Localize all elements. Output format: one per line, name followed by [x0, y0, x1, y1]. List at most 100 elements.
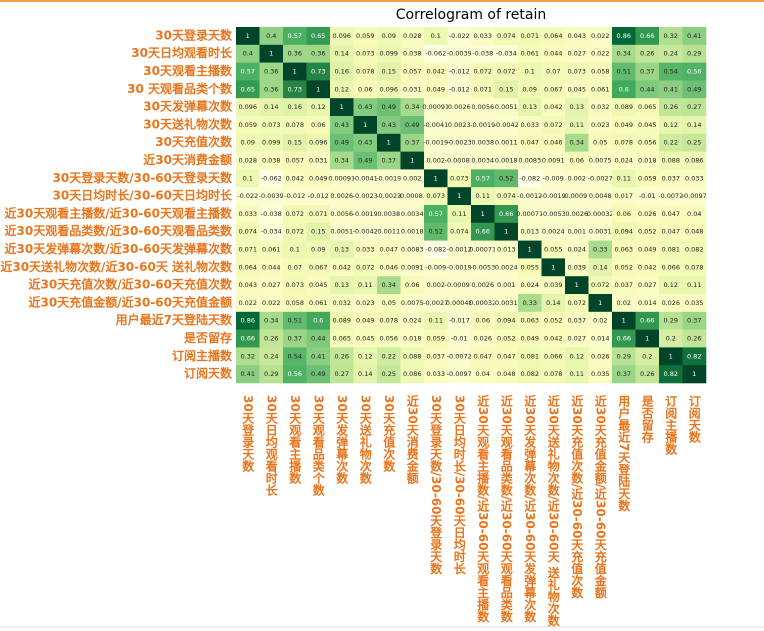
cell: [424, 133, 448, 152]
cell-label: 0.049: [614, 121, 633, 129]
cell: [541, 276, 566, 295]
cell-label: 0.035: [685, 299, 704, 307]
cell: [377, 116, 401, 135]
cell-label: 0.066: [544, 352, 563, 360]
column-label: 30天充值次数: [382, 395, 396, 472]
cell-label: -0.082: [425, 246, 446, 254]
cell: [565, 347, 589, 366]
cell: [541, 151, 566, 170]
cell: [330, 365, 354, 384]
cell-label: 0.11: [452, 210, 466, 218]
cell-label: 0.44: [640, 85, 654, 93]
cell: [565, 80, 589, 99]
cell: [635, 98, 660, 117]
cell-label: 0.0034: [471, 157, 494, 165]
cell-label: -0.012: [308, 192, 329, 200]
cell-label: 0.063: [614, 246, 633, 254]
cell: [283, 80, 307, 99]
row-label: 订阅天数: [184, 366, 233, 381]
column-label: 近30天发弹幕次数/近30-60天发弹幕次数: [523, 394, 537, 623]
cell: [330, 258, 354, 277]
cell: [424, 240, 448, 259]
cell: [259, 205, 284, 224]
cell: [612, 116, 636, 135]
cell: [518, 222, 542, 241]
cell-label: 0.0011: [377, 228, 400, 236]
cell-label: 0.052: [638, 228, 657, 236]
cell-label: 0.078: [685, 263, 704, 271]
cell-label: 0.033: [685, 174, 704, 182]
cell-label: 0.12: [664, 121, 678, 129]
cell: [259, 187, 284, 206]
cell: [612, 205, 636, 224]
cell-label: 1: [293, 68, 297, 76]
cell-label: 0.042: [638, 263, 657, 271]
cell: [259, 27, 284, 46]
cell-label: 0.1: [431, 32, 441, 40]
cell: [236, 205, 260, 224]
cell-label: 0.6: [313, 317, 323, 325]
cell: [541, 240, 566, 259]
cell-label: 0.00048: [446, 299, 473, 307]
cell-label: 0.022: [262, 299, 281, 307]
cell: [588, 240, 613, 259]
cell: [518, 240, 542, 259]
cell-label: 1: [528, 246, 532, 254]
cell-label: 0.43: [335, 121, 349, 129]
cell-label: 0.074: [497, 192, 516, 200]
cell: [447, 347, 472, 366]
cell-label: 0.15: [311, 228, 325, 236]
cell: [565, 44, 589, 63]
cell: [236, 329, 260, 348]
cell-label: 0.06: [311, 121, 325, 129]
cell-label: 0.51: [288, 317, 302, 325]
cell-label: 0.51: [617, 68, 631, 76]
cell-label: 1: [269, 50, 273, 58]
cell: [236, 187, 260, 206]
cell: [424, 347, 448, 366]
cell-label: 0.038: [262, 157, 281, 165]
cell-label: 0.0056: [330, 210, 353, 218]
cell-label: 0.1: [290, 246, 300, 254]
cell-label: 0.43: [358, 103, 372, 111]
cell-label: 0.0031: [495, 299, 518, 307]
cell-label: 0.41: [687, 32, 701, 40]
cell: [353, 169, 378, 188]
cell-label: 0.11: [358, 281, 372, 289]
cell: [612, 222, 636, 241]
cell: [400, 169, 425, 188]
cell: [306, 27, 331, 46]
cell-label: 0.042: [332, 263, 351, 271]
column-label: 订阅天数: [687, 394, 701, 444]
cell-label: 1: [645, 335, 649, 343]
cell: [400, 98, 425, 117]
cell: [541, 205, 566, 224]
cell-label: -0.0041: [353, 174, 378, 182]
column-label: 近30天消费金额: [405, 394, 419, 485]
cell-label: 0.57: [241, 68, 255, 76]
cell: [471, 240, 495, 259]
cell: [236, 240, 260, 259]
cell: [259, 311, 284, 330]
cell-label: 0.022: [591, 32, 610, 40]
cell: [447, 44, 472, 63]
cell-label: 0.25: [687, 139, 701, 147]
cell: [612, 133, 636, 152]
cell: [682, 276, 707, 295]
cell: [659, 80, 683, 99]
cell: [541, 27, 566, 46]
row-label: 30 天观看品类个数: [127, 81, 233, 96]
cell-label: 0.074: [497, 32, 516, 40]
cell: [494, 98, 519, 117]
cell: [447, 294, 472, 313]
cell-label: -0.0042: [494, 121, 519, 129]
cell: [518, 27, 542, 46]
cell-label: 0.081: [520, 352, 539, 360]
cell: [635, 347, 660, 366]
cell: [659, 276, 683, 295]
cell-label: 0.37: [288, 335, 302, 343]
cell-label: 0.00071: [469, 246, 496, 254]
cell-label: 0.11: [429, 317, 443, 325]
cell-label: 0.34: [264, 317, 278, 325]
cell: [588, 205, 613, 224]
